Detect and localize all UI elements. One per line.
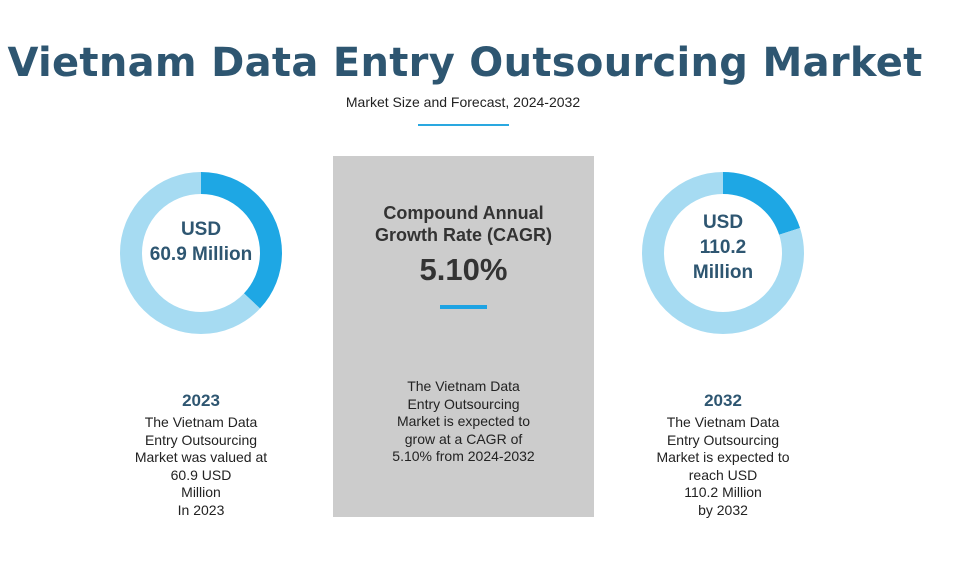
desc-2023-line-5: Million <box>181 484 221 500</box>
donut-label-2023: USD 60.9 Million <box>131 217 271 267</box>
cagr-panel: Compound Annual Growth Rate (CAGR) 5.10%… <box>333 156 594 517</box>
cagr-desc-line-5: 5.10% from 2024-2032 <box>392 448 535 464</box>
desc-2023-line-1: The Vietnam Data <box>144 414 258 430</box>
cagr-heading: Compound Annual Growth Rate (CAGR) <box>333 202 594 246</box>
donut-chart-2023 <box>120 172 282 334</box>
donut-segments-2032 <box>642 172 804 334</box>
description-2032: The Vietnam Data Entry Outsourcing Marke… <box>637 414 809 519</box>
desc-2023-line-4: 60.9 USD <box>170 466 232 483</box>
cagr-description: The Vietnam Data Entry Outsourcing Marke… <box>378 378 549 466</box>
cagr-desc-line-3: Market is expected to <box>396 413 531 429</box>
donut-label-2032-line-3: Million <box>692 262 754 283</box>
desc-2023-line-2: Entry Outsourcing <box>144 431 258 448</box>
donut-label-2032-line-1: USD <box>702 212 744 233</box>
cagr-heading-line-1: Compound Annual <box>383 203 544 223</box>
cagr-desc-line-1: The Vietnam Data <box>407 378 520 394</box>
desc-2023-line-3: Market was valued at <box>134 449 268 465</box>
cagr-divider <box>440 305 487 309</box>
year-2032-label: 2032 <box>704 391 742 410</box>
donut-segment-2023-remainder <box>120 172 282 334</box>
cagr-desc-line-4: grow at a CAGR of <box>404 430 523 447</box>
desc-2023-line-6: In 2023 <box>177 501 225 518</box>
cagr-desc-line-2: Entry Outsourcing <box>407 395 520 412</box>
desc-2032-line-5: 110.2 Million <box>684 484 762 500</box>
desc-2032-line-2: Entry Outsourcing <box>666 431 780 448</box>
desc-2032-line-4: reach USD <box>688 466 758 483</box>
desc-2032-line-1: The Vietnam Data <box>666 414 780 430</box>
cagr-value: 5.10% <box>419 252 508 287</box>
page-subtitle: Market Size and Forecast, 2024-2032 <box>345 94 581 110</box>
desc-2032-line-3: Market is expected to <box>656 449 790 465</box>
donut-segment-2032-remainder <box>642 172 804 334</box>
donut-label-2032: USD 110.2 Million <box>653 210 793 285</box>
donut-segments-2023 <box>120 172 282 334</box>
donut-label-2023-line-1: USD <box>180 219 222 240</box>
cagr-heading-line-2: Growth Rate (CAGR) <box>375 225 552 245</box>
donut-label-2032-line-2: 110.2 <box>699 237 747 258</box>
page-title: Vietnam Data Entry Outsourcing Market <box>7 40 923 86</box>
year-2023-label: 2023 <box>182 391 220 410</box>
description-2023: The Vietnam Data Entry Outsourcing Marke… <box>115 414 287 519</box>
donut-chart-2032 <box>642 172 804 334</box>
desc-2032-line-6: by 2032 <box>698 501 748 518</box>
title-underline <box>418 124 509 126</box>
donut-label-2023-line-2: 60.9 Million <box>149 244 253 265</box>
